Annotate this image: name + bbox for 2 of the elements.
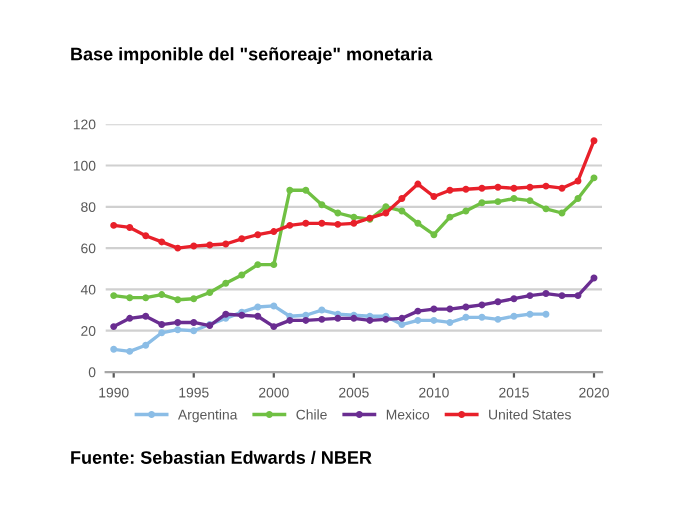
chart-title: Base imponible del "señoreaje" monetaria [71,47,433,65]
source-note: Fuente: Sebastian Edwards / NBER [71,450,372,465]
